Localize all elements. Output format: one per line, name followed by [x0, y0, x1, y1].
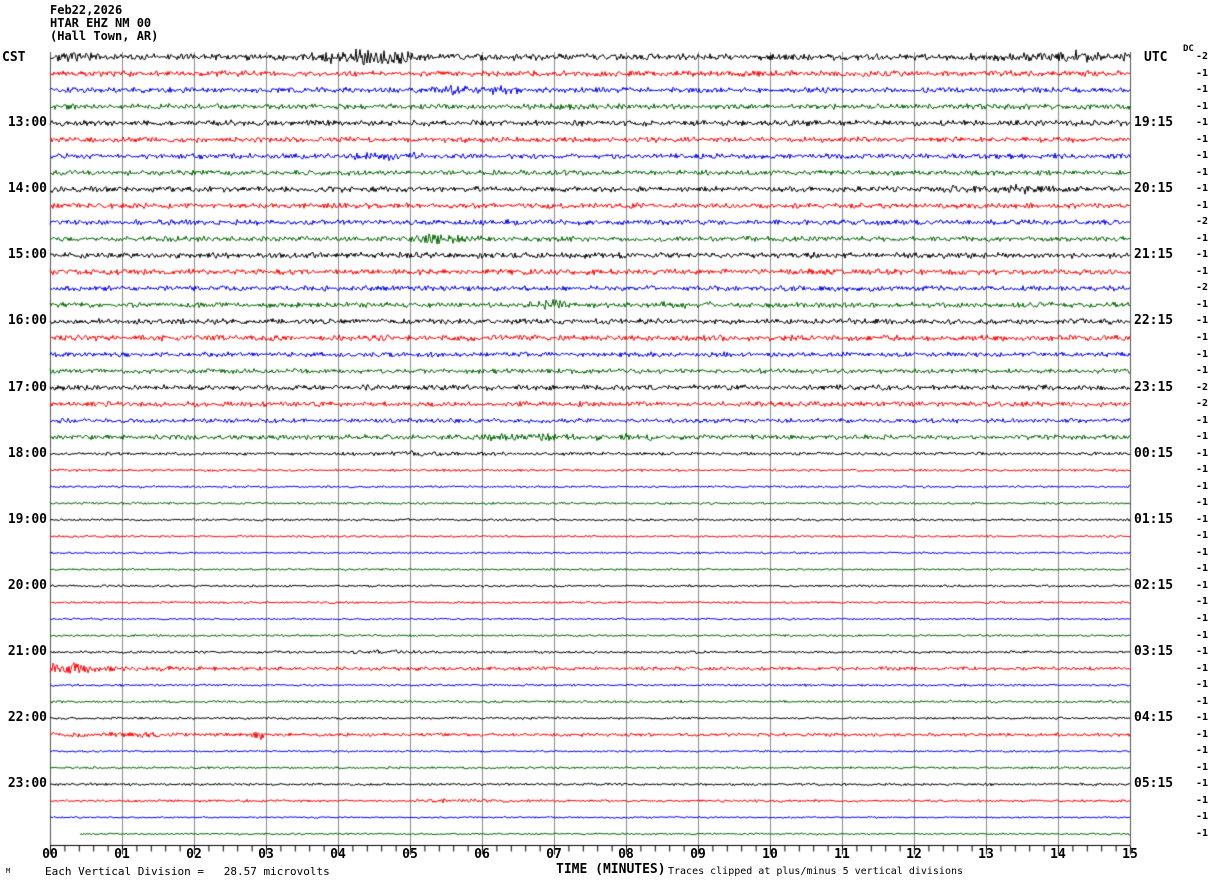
dc-value: -1	[1195, 728, 1208, 740]
dc-value: -2	[1195, 381, 1208, 393]
dc-value: -1	[1195, 183, 1208, 195]
cst-label-21:00: 21:00	[7, 644, 47, 660]
dc-value: -2	[1195, 51, 1208, 62]
dc-value: -1	[1195, 84, 1208, 96]
cst-label-17:00: 17:00	[7, 379, 47, 395]
dc-value: -1	[1195, 827, 1208, 839]
dc-value: -1	[1195, 662, 1208, 674]
dc-value: -1	[1195, 497, 1208, 509]
dc-value: -1	[1195, 546, 1208, 558]
dc-value: -1	[1195, 447, 1208, 459]
dc-value: -1	[1195, 67, 1208, 79]
header-station: HTAR EHZ NM 00	[50, 16, 152, 30]
dc-value: -1	[1195, 100, 1208, 112]
x-tick-13: 13	[978, 847, 994, 862]
utc-label-01:15: 01:15	[1134, 511, 1174, 527]
utc-label-03:15: 03:15	[1134, 644, 1174, 660]
dc-value: -1	[1195, 298, 1208, 310]
clip-note: Traces clipped at plus/minus 5 vertical …	[668, 866, 964, 877]
x-tick-01: 01	[114, 847, 130, 862]
x-tick-02: 02	[186, 847, 202, 862]
dc-value: -1	[1195, 431, 1208, 443]
dc-value: -1	[1195, 232, 1208, 244]
dc-value: -1	[1195, 199, 1208, 211]
x-tick-07: 07	[546, 847, 562, 862]
dc-value: -1	[1195, 133, 1208, 145]
utc-label-05:15: 05:15	[1134, 776, 1174, 792]
left-axis-title: CST	[2, 50, 26, 65]
dc-value: -1	[1195, 679, 1208, 691]
dc-value: -1	[1195, 414, 1208, 426]
dc-value: -1	[1195, 150, 1208, 162]
cst-label-23:00: 23:00	[7, 776, 47, 792]
x-tick-15: 15	[1122, 847, 1138, 862]
dc-value: -1	[1195, 265, 1208, 277]
utc-label-22:15: 22:15	[1134, 313, 1174, 329]
x-tick-09: 09	[690, 847, 706, 862]
dc-value: -1	[1195, 365, 1208, 377]
dc-value: -1	[1195, 348, 1208, 360]
dc-value: -1	[1195, 811, 1208, 823]
dc-value: -1	[1195, 629, 1208, 641]
x-axis-title: TIME (MINUTES)	[556, 862, 666, 877]
dc-value: -1	[1195, 579, 1208, 591]
utc-label-21:15: 21:15	[1134, 247, 1174, 263]
x-tick-11: 11	[834, 847, 850, 862]
x-tick-12: 12	[906, 847, 922, 862]
dc-value: -1	[1195, 332, 1208, 343]
dc-value: -2	[1195, 398, 1208, 410]
dc-value: -1	[1195, 745, 1208, 757]
cst-label-22:00: 22:00	[7, 710, 47, 726]
cst-label-19:00: 19:00	[7, 511, 47, 527]
scale-note: Each Vertical Division = 28.57 microvolt…	[45, 865, 330, 878]
x-tick-14: 14	[1050, 847, 1066, 862]
header-location: (Hall Town, AR)	[50, 29, 159, 43]
dc-value: -1	[1195, 761, 1208, 773]
cst-label-20:00: 20:00	[7, 577, 47, 593]
dc-value: -1	[1195, 712, 1208, 724]
cst-label-15:00: 15:00	[7, 247, 47, 263]
dc-value: -2	[1195, 282, 1208, 294]
x-tick-08: 08	[618, 847, 634, 862]
x-tick-06: 06	[474, 847, 490, 862]
corner-mark: M	[6, 867, 11, 875]
dc-value: -1	[1195, 117, 1208, 129]
x-tick-04: 04	[330, 847, 346, 862]
x-tick-10: 10	[762, 847, 778, 862]
utc-label-02:15: 02:15	[1134, 577, 1174, 593]
dc-value: -1	[1195, 464, 1208, 476]
cst-label-18:00: 18:00	[7, 445, 47, 461]
x-tick-00: 00	[42, 847, 58, 862]
dc-value: -1	[1195, 646, 1208, 658]
cst-label-14:00: 14:00	[7, 181, 47, 197]
dc-value: -1	[1195, 513, 1208, 525]
dc-value: -1	[1195, 249, 1208, 261]
dc-value: -1	[1195, 596, 1208, 608]
dc-value: -1	[1195, 563, 1208, 575]
dc-value: -1	[1195, 613, 1208, 625]
dc-value: -1	[1195, 794, 1208, 806]
dc-value: -1	[1195, 695, 1208, 707]
dc-value: -1	[1195, 480, 1208, 492]
utc-label-19:15: 19:15	[1134, 115, 1174, 131]
cst-label-13:00: 13:00	[7, 115, 47, 131]
dc-value: -1	[1195, 315, 1208, 327]
dc-value: -2	[1195, 216, 1208, 228]
right-axis-title: UTC	[1144, 50, 1168, 65]
utc-label-23:15: 23:15	[1134, 379, 1174, 395]
dc-value: -1	[1195, 778, 1208, 790]
x-tick-03: 03	[258, 847, 274, 862]
utc-label-20:15: 20:15	[1134, 181, 1174, 197]
utc-label-00:15: 00:15	[1134, 445, 1174, 461]
utc-label-04:15: 04:15	[1134, 710, 1174, 726]
dc-value: -1	[1195, 530, 1208, 542]
dc-column-header: DC	[1183, 44, 1194, 54]
dc-value: -1	[1195, 166, 1208, 178]
header-date: Feb22,2026	[50, 3, 123, 17]
x-tick-05: 05	[402, 847, 418, 862]
cst-label-16:00: 16:00	[7, 313, 47, 329]
